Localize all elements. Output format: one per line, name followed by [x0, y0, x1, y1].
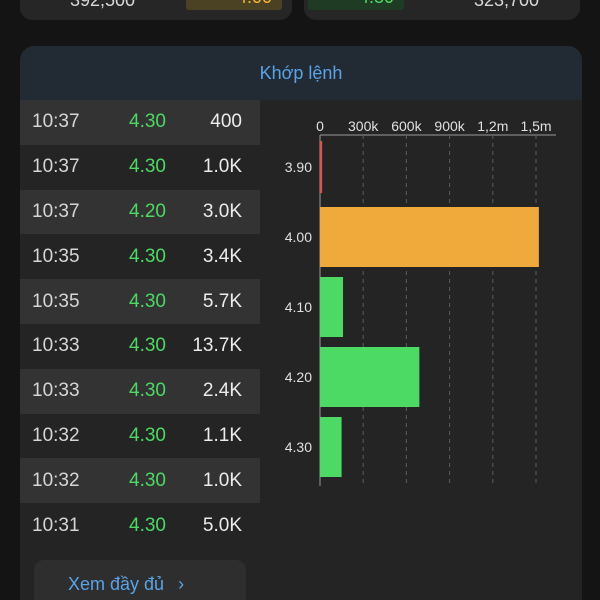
trade-row: 10:35 4.30 3.4K — [20, 234, 260, 279]
trade-price: 4.20 — [129, 200, 166, 222]
trade-time: 10:37 — [32, 156, 80, 178]
trade-volume: 5.0K — [202, 514, 242, 536]
trade-price: 4.30 — [129, 335, 166, 357]
trade-price: 4.30 — [129, 290, 166, 312]
bar-4-10 — [320, 277, 344, 337]
summary-value-left: 392,500 — [70, 0, 136, 10]
trade-row: 10:33 4.30 13.7K — [20, 324, 260, 369]
trade-price: 4.30 — [129, 514, 166, 536]
bar-3-90 — [320, 141, 323, 193]
bar-4-20 — [320, 347, 420, 407]
trade-row: 10:37 4.30 1.0K — [20, 145, 260, 190]
x-tick-label: 300k — [348, 118, 379, 134]
trade-price: 4.30 — [129, 469, 166, 491]
y-category-label: 4.10 — [285, 299, 312, 315]
x-tick-label: 900k — [434, 118, 465, 134]
trade-time: 10:37 — [32, 200, 80, 222]
volume-by-price-chart: 0 300k 600k 900k 1,2m 1,5m 3.90 4.00 4.10 4.20 4.3… — [285, 118, 556, 486]
bar-4-30 — [320, 417, 342, 477]
trade-volume: 1.0K — [202, 469, 242, 491]
trade-volume: 1.1K — [202, 424, 242, 446]
see-more-button[interactable]: Xem đầy đủ › — [34, 560, 246, 600]
trade-volume: 2.4K — [202, 380, 242, 402]
matched-orders-panel: Khớp lệnh 10:37 4.30 400 10:37 4.30 1.0K 10:37… — [20, 46, 582, 600]
x-tick-label: 1,5m — [520, 118, 551, 134]
trade-row: 10:37 4.20 3.0K — [20, 189, 260, 235]
trade-volume: 5.7K — [202, 290, 242, 312]
see-more-label: Xem đầy đủ — [68, 573, 165, 594]
trade-time: 10:35 — [32, 245, 80, 267]
trade-volume: 400 — [210, 111, 242, 133]
chevron-right-icon: › — [178, 573, 185, 594]
bar-4-00 — [320, 207, 539, 267]
trade-time: 10:33 — [32, 380, 80, 402]
x-tick-label: 600k — [391, 118, 422, 134]
summary-chip-right: 4.30 — [308, 0, 404, 10]
x-tick-label: 1,2m — [477, 118, 508, 134]
trade-price: 4.30 — [129, 380, 166, 402]
trade-time: 10:31 — [32, 514, 80, 536]
trade-volume: 13.7K — [192, 335, 242, 357]
trade-row: 10:32 4.30 1.1K — [20, 414, 260, 459]
trade-volume: 3.0K — [202, 200, 242, 222]
y-category-label: 4.00 — [285, 229, 312, 245]
y-category-label: 3.90 — [285, 159, 312, 175]
trade-time: 10:33 — [32, 335, 80, 357]
x-tick-label: 0 — [316, 118, 324, 134]
panel-title: Khớp lệnh — [259, 62, 343, 83]
summary-value-right: 323,700 — [474, 0, 540, 10]
summary-card-left: 392,500 4.00 — [20, 0, 292, 20]
trade-time: 10:32 — [32, 424, 80, 446]
trade-price: 4.30 — [129, 111, 166, 133]
y-category-label: 4.20 — [285, 369, 312, 385]
trade-row: 10:33 4.30 2.4K — [20, 368, 260, 414]
trade-price: 4.30 — [129, 424, 166, 446]
trade-time: 10:32 — [32, 469, 80, 491]
trade-price: 4.30 — [129, 156, 166, 178]
trade-time: 10:37 — [32, 111, 80, 133]
summary-chip-left: 4.00 — [186, 0, 282, 10]
trade-row: 10:37 4.30 400 — [20, 100, 260, 145]
summary-card-right: 4.30 323,700 — [304, 0, 580, 20]
trade-row: 10:35 4.30 5.7K — [20, 279, 260, 324]
trade-volume: 1.0K — [202, 156, 242, 178]
trade-price: 4.30 — [129, 245, 166, 267]
trade-volume: 3.4K — [202, 245, 242, 267]
trade-list[interactable]: 10:37 4.30 400 10:37 4.30 1.0K 10:37 4.20 3.0K 10… — [20, 100, 260, 548]
y-category-label: 4.30 — [285, 439, 312, 455]
panel-header: Khớp lệnh — [20, 46, 582, 100]
trade-row: 10:32 4.30 1.0K — [20, 458, 260, 504]
trade-row: 10:31 4.30 5.0K — [20, 503, 260, 548]
trade-time: 10:35 — [32, 290, 80, 312]
